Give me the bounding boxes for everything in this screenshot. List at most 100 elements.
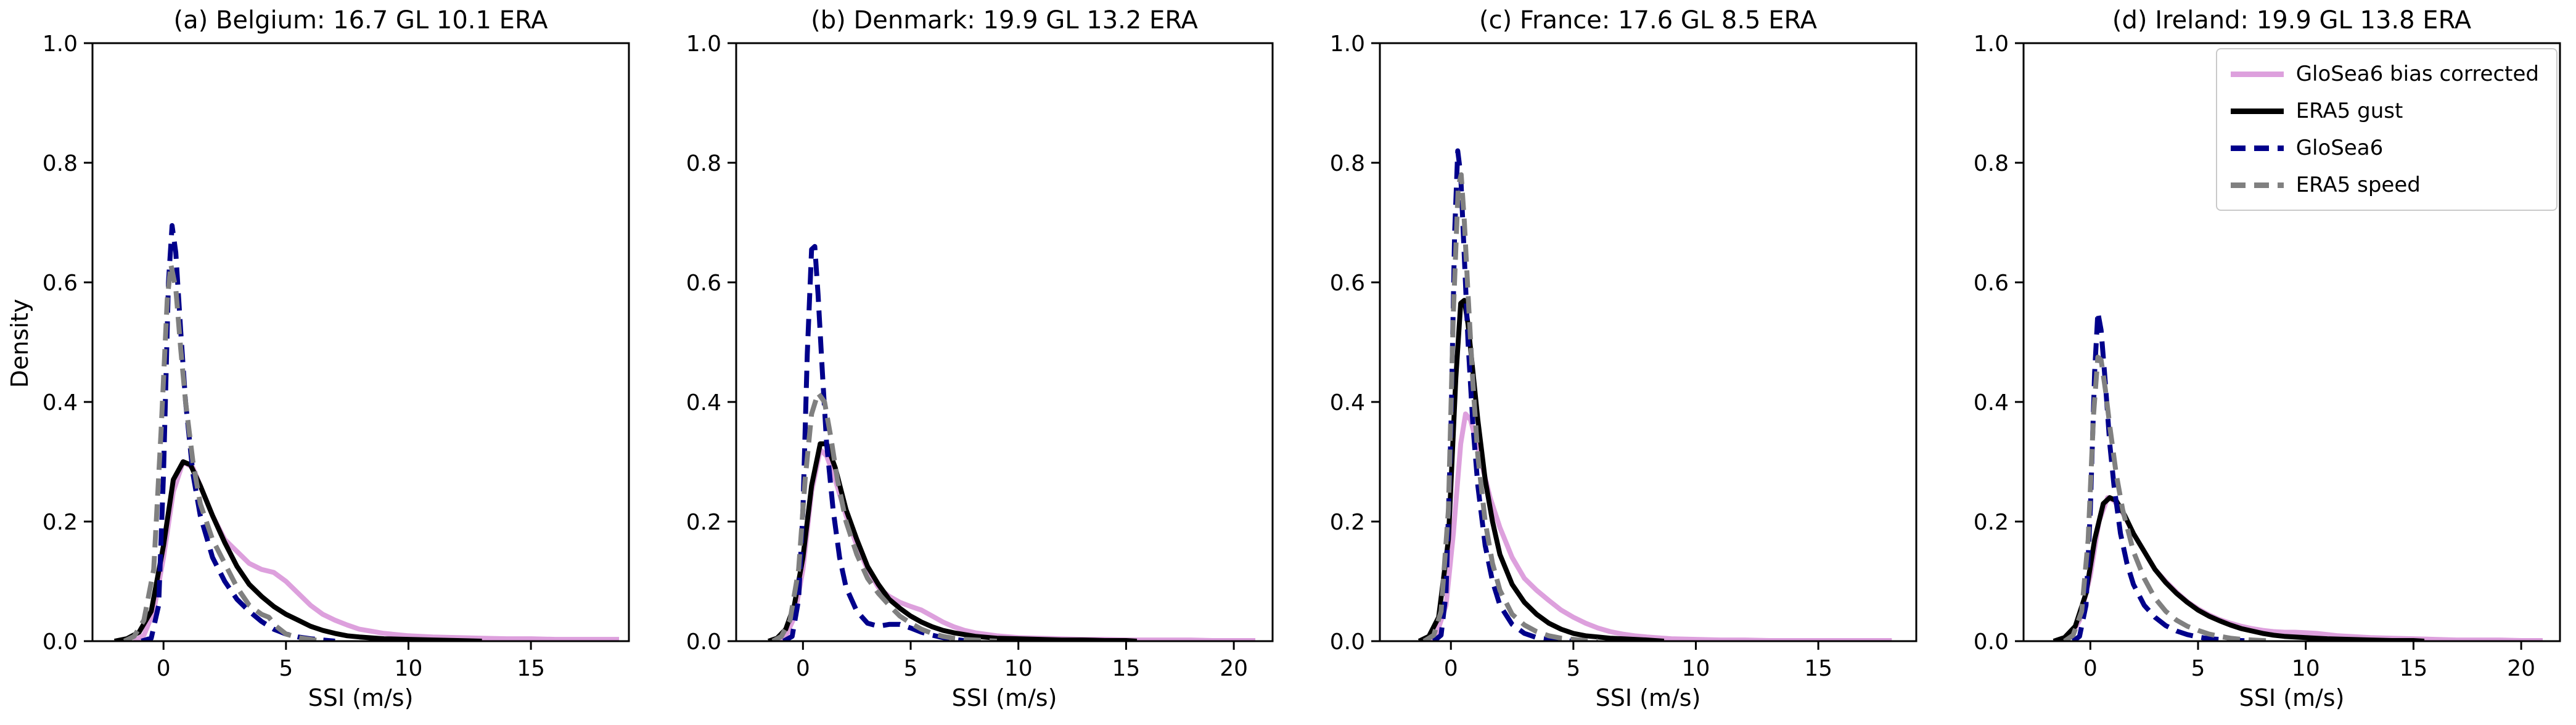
series-glosea6-bias-corrected <box>2061 495 2543 641</box>
plot-border <box>91 42 630 642</box>
legend: GloSea6 bias corrected ERA5 gust GloSea6… <box>2215 48 2558 211</box>
series-group <box>2053 309 2543 641</box>
series-era5-gust <box>2053 495 2425 641</box>
legend-line-sample <box>2230 145 2284 151</box>
y-tick-label: 0.0 <box>686 629 721 655</box>
subplot-denmark: 0 5 10 15 20 0.0 0.2 0.4 0.6 0.8 1.0 (b) Denmark: … <box>644 0 1287 725</box>
legend-item-glosea6-bias-corrected: GloSea6 bias corrected <box>2230 60 2539 88</box>
plot-ireland: 0 5 10 15 20 0.0 0.2 0.4 0.6 0.8 1.0 <box>1974 31 2561 681</box>
y-tick-label: 0.2 <box>686 510 721 535</box>
y-tick-label: 0.4 <box>1330 390 1365 416</box>
y-tick-label: 0.2 <box>1974 510 2009 535</box>
y-tick-label: 0.0 <box>1974 629 2009 655</box>
x-tick-label: 0 <box>796 656 810 681</box>
series-era5-speed <box>123 261 323 641</box>
legend-item-era5-speed: ERA5 speed <box>2230 171 2539 199</box>
series-era5-speed <box>771 390 998 641</box>
x-tick-label: 20 <box>1220 656 1248 681</box>
x-tick-label: 5 <box>904 656 918 681</box>
y-tick-label: 0.0 <box>1330 629 1365 655</box>
y-axis-label: Density <box>6 298 33 388</box>
chart-title-denmark: (b) Denmark: 19.9 GL 13.2 ERA <box>811 6 1198 35</box>
x-tick-label: 20 <box>2507 656 2535 681</box>
plot-border <box>1379 42 1918 642</box>
y-tick-label: 0.8 <box>43 151 78 176</box>
x-tick-label: 0 <box>1444 656 1458 681</box>
y-tick-label: 1.0 <box>686 31 721 57</box>
y-tick-label: 0.8 <box>1330 151 1365 176</box>
y-tick-label: 0.4 <box>686 390 721 416</box>
chart-title-france: (c) France: 17.6 GL 8.5 ERA <box>1479 6 1818 35</box>
legend-label: ERA5 gust <box>2295 99 2403 123</box>
x-tick-label: 0 <box>2083 656 2098 681</box>
series-glosea6 <box>782 244 976 641</box>
plot-denmark: 0 5 10 15 20 0.0 0.2 0.4 0.6 0.8 1.0 <box>686 31 1274 681</box>
legend-label: GloSea6 <box>2295 136 2384 160</box>
series-era5-gust <box>768 441 1138 641</box>
subplot-ireland: 0 5 10 15 20 0.0 0.2 0.4 0.6 0.8 1.0 (d) Ireland: … <box>1931 0 2575 725</box>
x-tick-label: 5 <box>1566 656 1580 681</box>
legend-item-glosea6: GloSea6 <box>2230 134 2539 162</box>
y-tick-label: 0.2 <box>43 510 78 535</box>
y-tick-label: 0.6 <box>1974 271 2009 296</box>
y-axis: 0.0 0.2 0.4 0.6 0.8 1.0 <box>1974 31 2024 655</box>
plot-border <box>2022 42 2561 642</box>
series-era5-speed <box>1422 172 1598 641</box>
x-tick-label: 15 <box>517 656 545 681</box>
y-tick-label: 0.0 <box>43 629 78 655</box>
y-tick-label: 0.2 <box>1330 510 1365 535</box>
y-axis: 0.0 0.2 0.4 0.6 0.8 1.0 <box>1330 31 1380 655</box>
x-axis: 0 5 10 15 20 <box>796 641 1248 681</box>
y-tick-label: 1.0 <box>1330 31 1365 57</box>
series-group <box>114 223 620 641</box>
legend-line-sample <box>2230 108 2284 114</box>
subplot-france: 0 5 10 15 0.0 0.2 0.4 0.6 0.8 1.0 (c) France: 17.… <box>1287 0 1931 725</box>
y-axis: 0.0 0.2 0.4 0.6 0.8 1.0 <box>43 31 92 655</box>
legend-label: GloSea6 bias corrected <box>2295 62 2539 86</box>
chart-title-belgium: (a) Belgium: 16.7 GL 10.1 ERA <box>173 6 548 35</box>
x-tick-label: 5 <box>2191 656 2205 681</box>
x-tick-label: 5 <box>279 656 293 681</box>
x-axis: 0 5 10 15 20 <box>2083 641 2535 681</box>
y-axis: 0.0 0.2 0.4 0.6 0.8 1.0 <box>686 31 736 655</box>
x-tick-label: 10 <box>395 656 423 681</box>
x-axis-label-france: SSI (m/s) <box>1595 684 1701 711</box>
series-era5-gust <box>114 459 482 641</box>
series-glosea6-bias-corrected <box>133 459 620 641</box>
x-axis: 0 5 10 15 <box>1444 641 1832 681</box>
x-axis-label-belgium: SSI (m/s) <box>308 684 414 711</box>
y-tick-label: 0.6 <box>43 271 78 296</box>
subplot-belgium: 0 5 10 15 0.0 0.2 0.4 0.6 0.8 1.0 (a) Belgium: 16… <box>0 0 644 725</box>
x-tick-label: 15 <box>1112 656 1141 681</box>
legend-label: ERA5 speed <box>2295 173 2421 197</box>
y-tick-label: 0.4 <box>43 390 78 416</box>
series-era5-speed <box>2063 354 2274 641</box>
y-tick-label: 0.8 <box>1974 151 2009 176</box>
legend-item-era5-gust: ERA5 gust <box>2230 97 2539 125</box>
y-tick-label: 0.8 <box>686 151 721 176</box>
y-tick-label: 1.0 <box>43 31 78 57</box>
plot-border <box>735 42 1274 642</box>
x-axis-label-denmark: SSI (m/s) <box>951 684 1057 711</box>
series-group <box>1417 148 1892 641</box>
series-era5-gust <box>1417 298 1665 641</box>
y-tick-label: 0.6 <box>1330 271 1365 296</box>
x-tick-label: 15 <box>1804 656 1832 681</box>
series-glosea6 <box>2072 309 2252 641</box>
y-tick-label: 1.0 <box>1974 31 2009 57</box>
plot-belgium: 0 5 10 15 0.0 0.2 0.4 0.6 0.8 1.0 <box>43 31 630 681</box>
y-tick-label: 0.6 <box>686 271 721 296</box>
x-tick-label: 10 <box>1682 656 1710 681</box>
y-tick-label: 0.4 <box>1974 390 2009 416</box>
x-axis-label-ireland: SSI (m/s) <box>2239 684 2345 711</box>
x-tick-label: 10 <box>1004 656 1033 681</box>
legend-line-sample <box>2230 182 2284 188</box>
x-tick-label: 15 <box>2400 656 2428 681</box>
chart-title-ireland: (d) Ireland: 19.9 GL 13.8 ERA <box>2112 6 2472 35</box>
series-group <box>768 244 1255 641</box>
x-tick-label: 10 <box>2292 656 2320 681</box>
series-glosea6-bias-corrected <box>776 447 1255 641</box>
legend-line-sample <box>2230 71 2284 77</box>
x-tick-label: 0 <box>157 656 171 681</box>
